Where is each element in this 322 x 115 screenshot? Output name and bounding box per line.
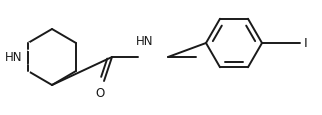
Text: I: I xyxy=(304,37,308,50)
Text: O: O xyxy=(95,87,105,100)
Text: HN: HN xyxy=(136,35,154,48)
Text: HN: HN xyxy=(5,51,23,64)
